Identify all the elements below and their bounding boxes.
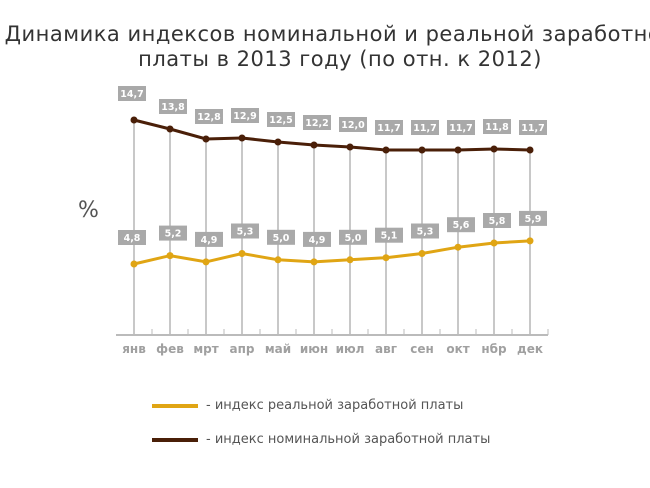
data-point <box>526 146 534 154</box>
x-tick-label: июн <box>300 342 328 356</box>
x-tick-label: сен <box>410 342 434 356</box>
data-point <box>490 145 498 153</box>
data-label-box <box>447 217 475 233</box>
data-point <box>130 116 138 124</box>
data-label-box <box>118 86 146 101</box>
x-tick-label: нбр <box>481 342 507 356</box>
data-point <box>274 138 282 146</box>
data-point <box>202 135 210 143</box>
data-point <box>238 250 246 257</box>
data-label: 5,8 <box>489 216 506 227</box>
data-label-box <box>118 230 146 245</box>
data-label-box <box>339 117 367 132</box>
x-tick-label: окт <box>446 342 469 356</box>
data-label: 13,8 <box>161 102 185 113</box>
data-label: 11,7 <box>377 123 400 134</box>
data-label: 5,0 <box>273 233 290 244</box>
data-label-box <box>375 120 403 135</box>
data-point <box>346 256 354 264</box>
legend-label-nominal: - индекс номинальной заработной платы <box>206 432 491 447</box>
data-label: 12,2 <box>305 118 328 129</box>
x-tick-label: янв <box>122 342 146 356</box>
data-label-box <box>159 225 187 241</box>
data-label: 5,9 <box>525 214 542 225</box>
x-tick-label: авг <box>375 342 397 356</box>
data-point <box>310 258 318 266</box>
data-label-box <box>519 210 547 226</box>
data-point <box>382 146 390 154</box>
data-label: 5,1 <box>381 231 398 242</box>
data-label-box <box>231 223 259 239</box>
legend-swatch-real <box>152 403 198 408</box>
data-label-box <box>447 120 475 135</box>
data-point <box>166 125 174 133</box>
data-point <box>202 258 210 266</box>
data-label-box <box>375 227 403 243</box>
data-point <box>454 243 462 251</box>
data-label-box <box>411 223 439 239</box>
data-label-box <box>519 120 547 135</box>
data-point <box>418 250 426 257</box>
data-point <box>238 134 246 142</box>
data-label: 4,9 <box>309 235 326 246</box>
data-label: 5,2 <box>165 229 182 240</box>
data-point <box>310 141 318 149</box>
chart-title: Динамика индексов номинальной и реальной… <box>4 22 650 71</box>
data-label: 5,3 <box>417 227 434 238</box>
x-tick-label: фев <box>156 342 184 356</box>
legend-item-real: - индекс реальной заработной платы <box>152 398 463 413</box>
data-label: 11,7 <box>413 123 436 134</box>
x-tick-label: мрт <box>193 342 218 356</box>
data-point <box>418 146 426 154</box>
data-label: 4,8 <box>124 233 141 244</box>
data-label: 5,0 <box>345 233 362 244</box>
data-label-box <box>267 112 295 127</box>
data-point <box>346 143 354 151</box>
data-point <box>382 254 390 262</box>
legend-item-nominal: - индекс номинальной заработной платы <box>152 432 490 447</box>
data-point <box>274 256 282 264</box>
y-axis-label: % <box>78 198 99 223</box>
data-point <box>130 260 138 268</box>
data-point <box>490 239 498 247</box>
data-label-box <box>159 99 187 114</box>
legend-swatch-nominal <box>152 437 198 442</box>
data-label: 5,6 <box>453 220 470 231</box>
data-label-box <box>195 109 223 124</box>
data-label: 4,9 <box>201 235 218 246</box>
series-line-1 <box>133 239 531 266</box>
data-label-box <box>231 108 259 123</box>
data-label: 12,8 <box>197 112 221 123</box>
x-tick-label: дек <box>517 342 543 356</box>
data-label: 5,3 <box>237 227 254 238</box>
x-tick-label: апр <box>230 342 255 356</box>
data-label: 11,7 <box>449 123 472 134</box>
data-label: 11,8 <box>485 122 509 133</box>
series-line-0 <box>133 118 531 152</box>
data-point <box>166 252 174 260</box>
data-label-box <box>303 115 331 130</box>
data-label-box <box>267 229 295 245</box>
legend-label-real: - индекс реальной заработной платы <box>206 398 464 413</box>
x-tick-label: май <box>265 342 291 356</box>
data-label-box <box>483 213 511 228</box>
data-label: 12,9 <box>233 111 256 122</box>
data-point <box>526 237 534 245</box>
data-label: 14,7 <box>120 89 143 100</box>
data-label: 12,5 <box>269 115 292 126</box>
data-label-box <box>483 119 511 134</box>
data-label-box <box>339 229 367 245</box>
data-label-box <box>411 120 439 135</box>
data-label: 11,7 <box>521 123 544 134</box>
data-label: 12,0 <box>341 120 365 131</box>
data-label-box <box>195 231 223 247</box>
x-tick-label: июл <box>336 342 365 356</box>
data-point <box>454 146 462 154</box>
data-label-box <box>303 231 331 247</box>
